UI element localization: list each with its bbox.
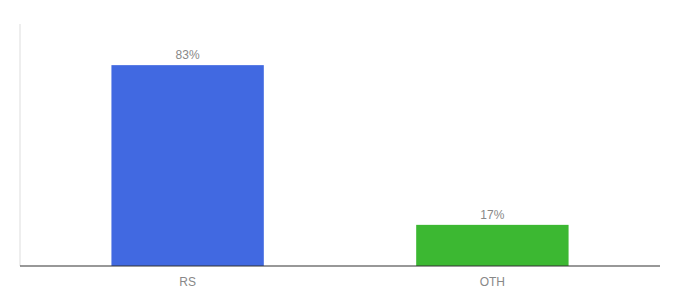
bar (416, 225, 568, 266)
y-axis-line (20, 24, 21, 266)
x-axis-line (20, 265, 660, 266)
x-tick-label: OTH (480, 275, 505, 289)
x-tick-label: RS (179, 275, 196, 289)
bar (111, 65, 263, 266)
bars (111, 65, 568, 266)
data-label: 83% (176, 48, 200, 62)
chart-container: 83% 17% RS OTH (0, 0, 680, 300)
chart-svg: 83% 17% RS OTH (0, 0, 680, 300)
data-label: 17% (480, 208, 504, 222)
